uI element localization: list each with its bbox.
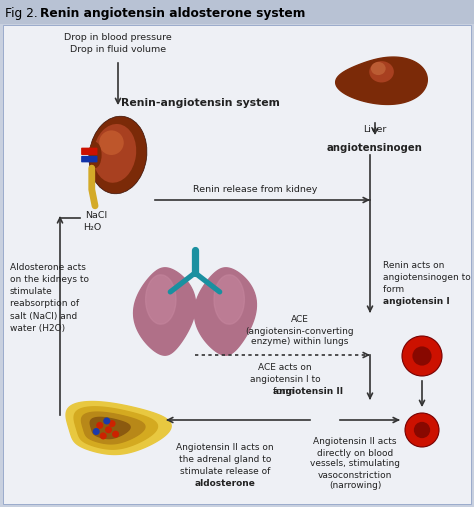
FancyBboxPatch shape: [81, 148, 98, 155]
Text: Angiotensin II acts on: Angiotensin II acts on: [176, 444, 274, 453]
Text: NaCl: NaCl: [85, 210, 107, 220]
Text: Aldosterone acts: Aldosterone acts: [10, 264, 86, 272]
Circle shape: [93, 428, 100, 435]
Polygon shape: [90, 417, 130, 439]
Polygon shape: [134, 268, 196, 355]
Circle shape: [414, 422, 430, 438]
Text: Liver: Liver: [363, 126, 387, 134]
Text: on the kidneys to: on the kidneys to: [10, 275, 89, 284]
Polygon shape: [146, 275, 176, 324]
Text: stimulate release of: stimulate release of: [180, 467, 270, 477]
Text: vasoconstriction: vasoconstriction: [318, 470, 392, 480]
Ellipse shape: [89, 116, 147, 194]
Text: angiotensin II: angiotensin II: [273, 387, 343, 396]
Polygon shape: [336, 57, 428, 104]
Bar: [0, 0, 474, 24]
Text: Drop in fluid volume: Drop in fluid volume: [70, 46, 166, 54]
Text: Renin-angiotensin system: Renin-angiotensin system: [120, 98, 280, 108]
Text: the adrenal gland to: the adrenal gland to: [179, 455, 271, 464]
Polygon shape: [74, 407, 157, 449]
Text: angiotensin I: angiotensin I: [383, 297, 450, 306]
Text: Renin angiotensin aldosterone system: Renin angiotensin aldosterone system: [40, 7, 305, 19]
Text: aldosterone: aldosterone: [194, 480, 255, 489]
Text: stimulate: stimulate: [10, 287, 53, 297]
Text: (angiotensin-converting: (angiotensin-converting: [246, 327, 354, 336]
Ellipse shape: [369, 61, 394, 83]
Text: enzyme) within lungs: enzyme) within lungs: [251, 338, 349, 346]
Text: Drop in blood pressure: Drop in blood pressure: [64, 33, 172, 43]
Circle shape: [100, 432, 107, 440]
Text: form: form: [273, 387, 297, 396]
Text: ACE acts on: ACE acts on: [258, 364, 312, 373]
Text: directly on blood: directly on blood: [317, 449, 393, 457]
Ellipse shape: [99, 130, 124, 155]
Circle shape: [103, 417, 110, 424]
Circle shape: [96, 422, 103, 429]
Text: Renin release from kidney: Renin release from kidney: [193, 186, 317, 195]
Text: Angiotensin II acts: Angiotensin II acts: [313, 438, 397, 447]
Circle shape: [402, 336, 442, 376]
Text: H₂O: H₂O: [83, 224, 101, 233]
Text: ACE: ACE: [291, 315, 309, 324]
Circle shape: [405, 413, 439, 447]
Circle shape: [112, 430, 119, 438]
Text: salt (NaCl) and: salt (NaCl) and: [10, 311, 77, 320]
Text: water (H2O): water (H2O): [10, 323, 65, 333]
Text: angiotensinogen: angiotensinogen: [327, 143, 423, 153]
FancyBboxPatch shape: [81, 156, 98, 162]
Text: form: form: [383, 284, 407, 294]
Text: Fig 2.: Fig 2.: [5, 7, 42, 19]
Text: reabsorption of: reabsorption of: [10, 300, 79, 308]
Text: vessels, stimulating: vessels, stimulating: [310, 459, 400, 468]
Polygon shape: [82, 412, 145, 444]
Circle shape: [412, 346, 432, 366]
Circle shape: [109, 420, 116, 427]
Text: angiotensinogen to: angiotensinogen to: [383, 272, 471, 281]
Polygon shape: [66, 402, 171, 454]
Text: (narrowing): (narrowing): [329, 482, 381, 490]
Text: angiotensin I to: angiotensin I to: [250, 376, 320, 384]
Ellipse shape: [371, 62, 386, 75]
Polygon shape: [194, 268, 256, 355]
Polygon shape: [214, 275, 245, 324]
Circle shape: [105, 426, 112, 433]
Text: Renin acts on: Renin acts on: [383, 261, 444, 270]
Ellipse shape: [93, 124, 136, 183]
Ellipse shape: [89, 142, 101, 168]
